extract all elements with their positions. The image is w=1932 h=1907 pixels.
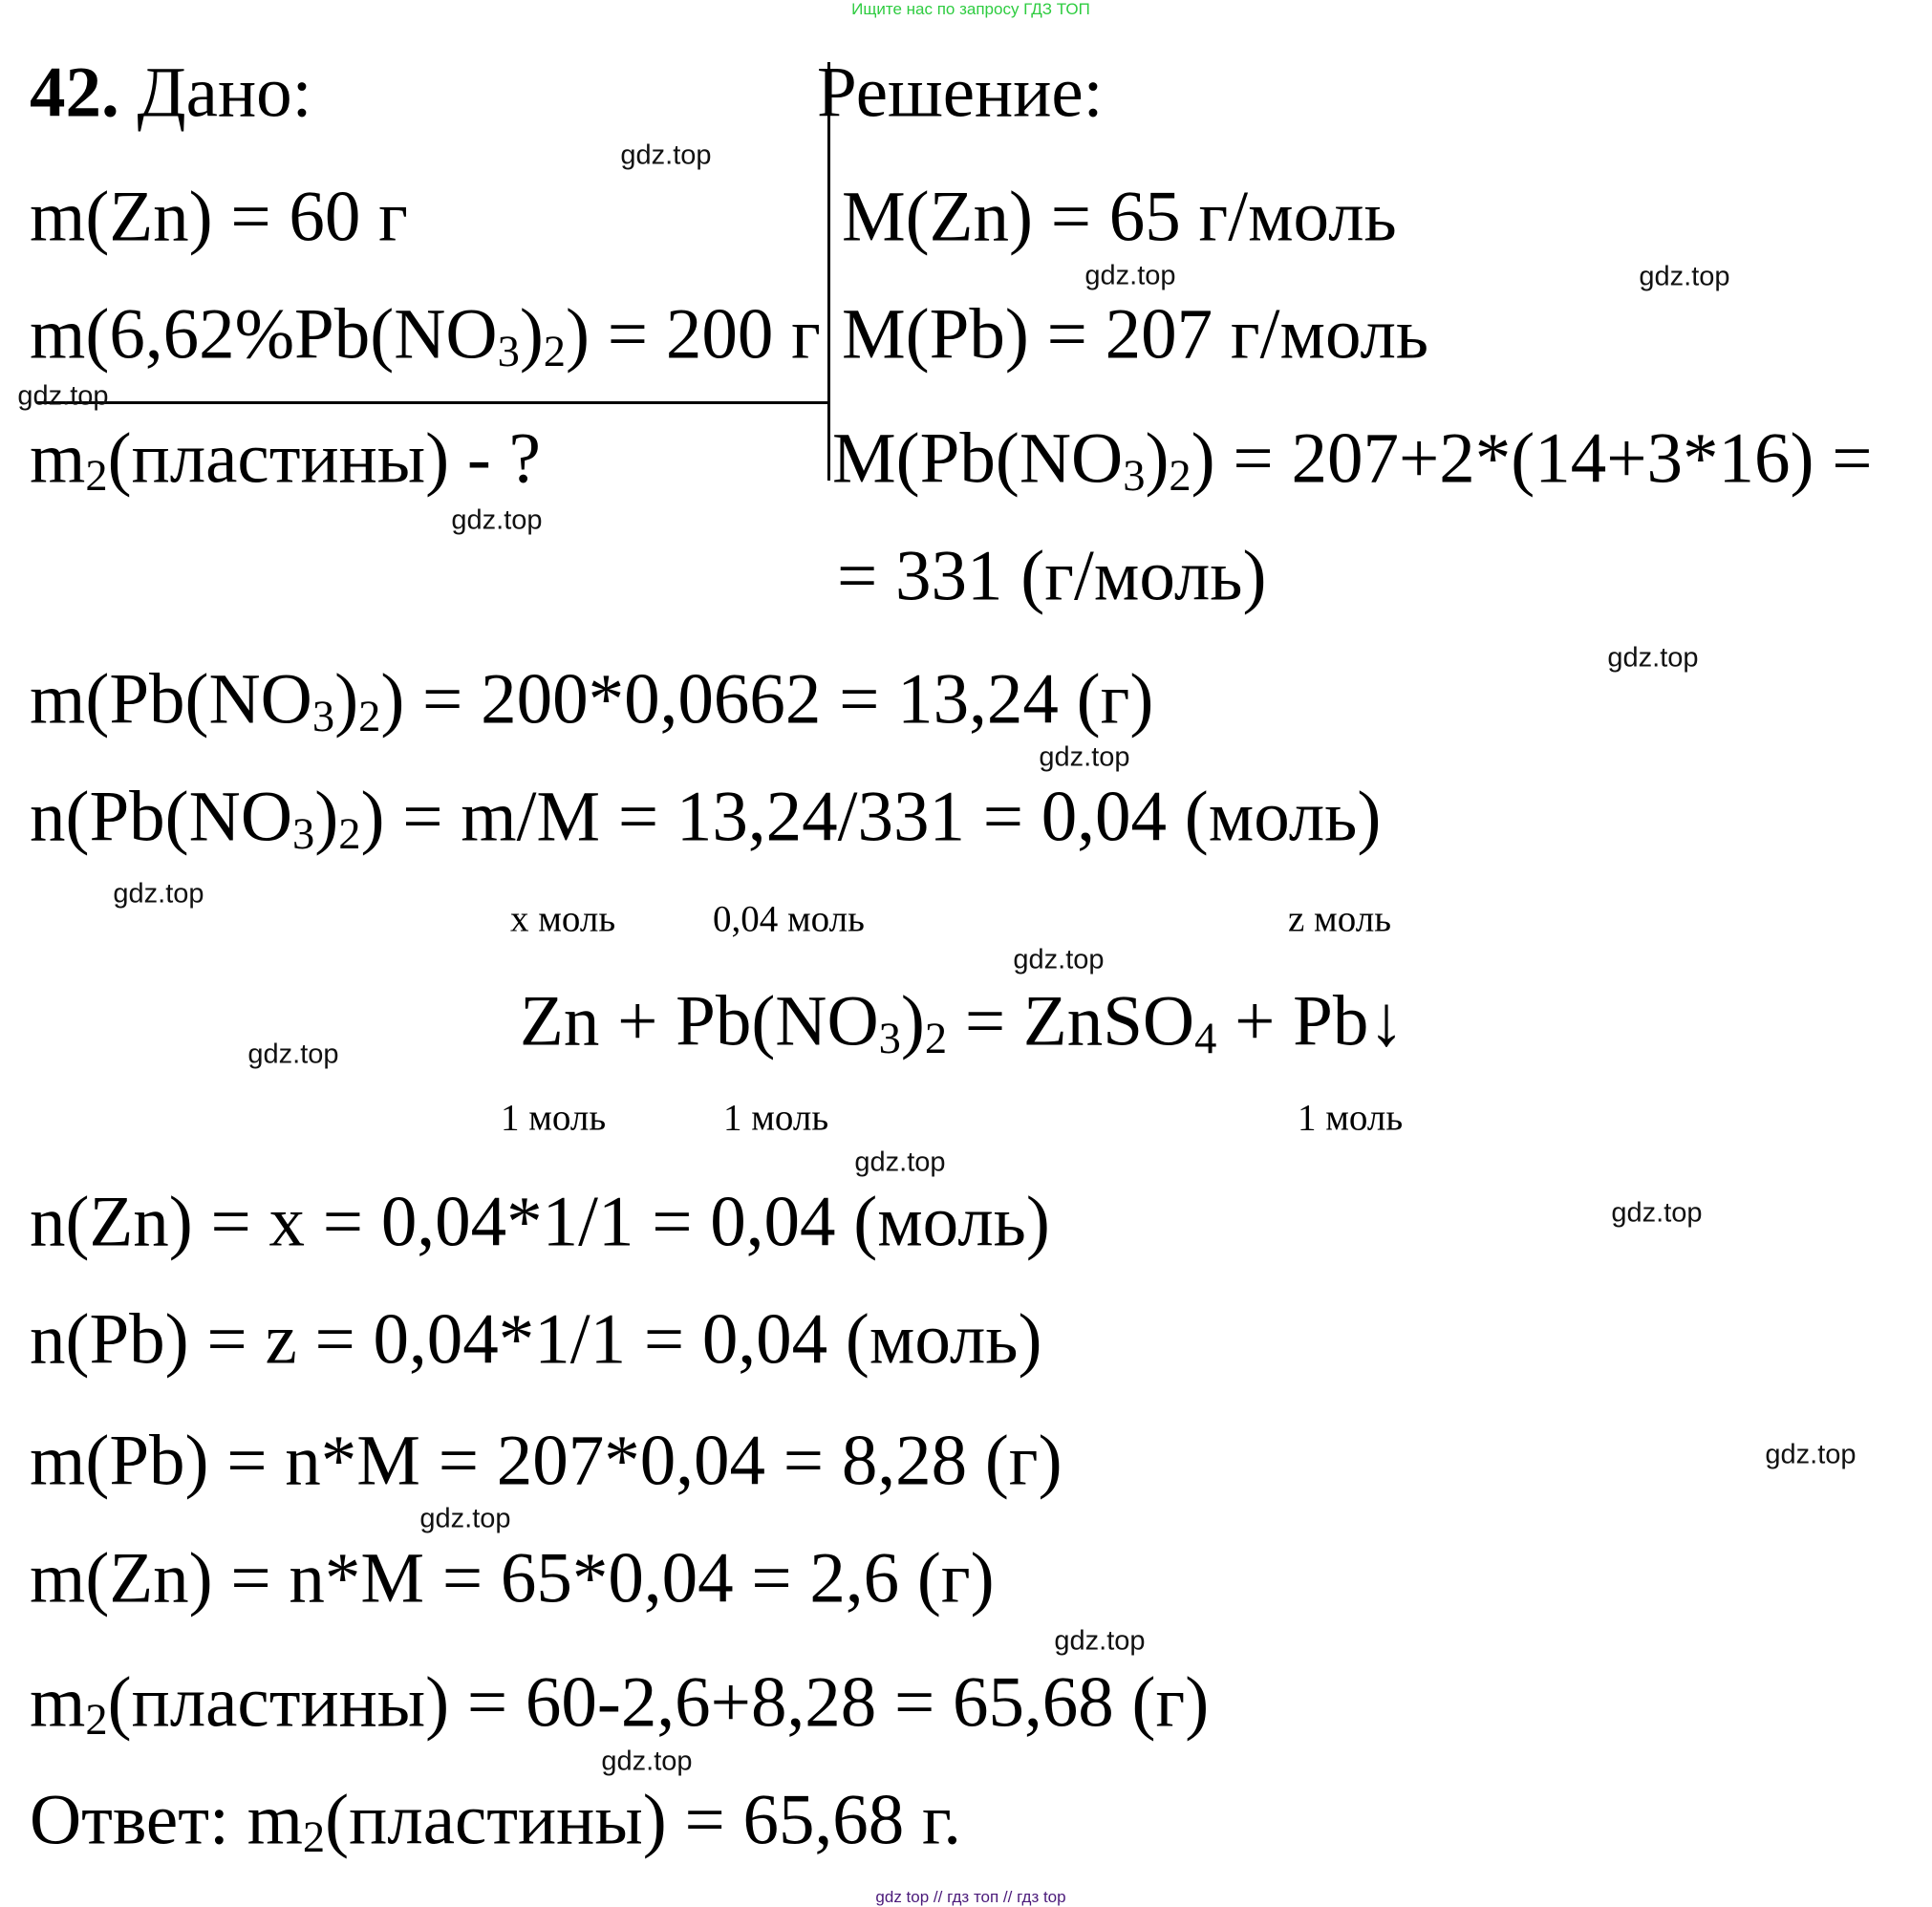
text-segment: n(Pb(NO [30, 777, 292, 857]
text-segment: ) [334, 659, 359, 739]
label-1-mol-zn: 1 моль [501, 1097, 607, 1139]
molar-mass-pb: M(Pb) = 207 г/моль [842, 299, 1428, 371]
answer: Ответ: m2(пластины) = 65,68 г. [30, 1785, 961, 1860]
mass-zn: m(Zn) = n*M = 65*0,04 = 2,6 (г) [30, 1543, 995, 1615]
text-segment: = ZnSO [947, 981, 1195, 1061]
subscript: 3 [1123, 451, 1146, 501]
subscript: 2 [302, 1812, 326, 1862]
subscript: 2 [543, 327, 567, 376]
moles-zn: n(Zn) = x = 0,04*1/1 = 0,04 (моль) [30, 1187, 1050, 1258]
text-segment: + Pb↓ [1216, 981, 1405, 1061]
text-segment: n(Zn) = x = 0,04*1/1 = 0,04 (моль) [30, 1182, 1050, 1262]
text-segment: ) = 200*0,0662 = 13,24 (г) [380, 659, 1154, 739]
subscript: 2 [924, 1014, 948, 1063]
subscript: 4 [1194, 1014, 1217, 1063]
footer-note: gdz top // гдз топ // гдз top [875, 1888, 1066, 1906]
plate-mass: m2(пластины) = 60-2,6+8,28 = 65,68 (г) [30, 1667, 1209, 1743]
label-1-mol-pbno3: 1 моль [723, 1097, 829, 1139]
label-x-mol: x моль [510, 898, 616, 940]
subscript: 3 [292, 809, 315, 859]
molar-mass-pbno3: M(Pb(NO3)2) = 207+2*(14+3*16) = [832, 423, 1873, 499]
find-plate-mass: m2(пластины) - ? [30, 423, 541, 499]
label-z-mol: z моль [1288, 898, 1391, 940]
subscript: 2 [85, 1695, 108, 1745]
text-segment: ) [1145, 418, 1170, 499]
given-solution-mass: m(6,62%Pb(NO3)2) = 200 г [30, 299, 821, 375]
text-segment: ) = 207+2*(14+3*16) = [1191, 418, 1873, 499]
subscript: 3 [497, 327, 520, 376]
watermark: gdz.top [1084, 260, 1176, 291]
text-segment: m(Pb(NO [30, 659, 312, 739]
text-segment: m [30, 418, 86, 499]
text-segment: Ответ: m [30, 1780, 303, 1860]
label-1-mol-pb: 1 моль [1298, 1097, 1404, 1139]
header-note: Ищите нас по запросу ГДЗ ТОП [851, 0, 1090, 18]
text-segment: (пластины) = 60-2,6+8,28 = 65,68 (г) [107, 1662, 1210, 1743]
given-title: Дано: [137, 53, 312, 133]
watermark: gdz.top [419, 1503, 511, 1534]
subscript: 2 [85, 451, 108, 501]
text-segment: m(Zn) = 60 г [30, 177, 408, 257]
text-segment: m [30, 1662, 86, 1743]
watermark: gdz.top [1013, 944, 1105, 975]
text-segment: M(Zn) = 65 г/моль [842, 177, 1397, 257]
text-segment: (пластины) = 65,68 г. [325, 1780, 962, 1860]
text-segment: M(Pb) = 207 г/моль [842, 294, 1429, 375]
label-0-04-mol: 0,04 моль [713, 898, 865, 940]
problem-number: 42. [30, 53, 119, 133]
text-segment: ) [519, 294, 544, 375]
text-segment: (пластины) - ? [107, 418, 541, 499]
given-divider-horizontal [37, 401, 829, 404]
given-mass-zn: m(Zn) = 60 г [30, 182, 408, 253]
watermark: gdz.top [854, 1146, 946, 1178]
text-segment: ) = 200 г [566, 294, 821, 375]
watermark: gdz.top [1054, 1625, 1146, 1657]
watermark: gdz.top [113, 878, 204, 910]
text-segment: Zn + Pb(NO [520, 981, 879, 1061]
moles-pbno3: n(Pb(NO3)2) = m/M = 13,24/331 = 0,04 (мо… [30, 782, 1381, 857]
watermark: gdz.top [247, 1039, 339, 1070]
subscript: 3 [878, 1014, 901, 1063]
text-segment: = 331 (г/моль) [837, 536, 1267, 616]
watermark: gdz.top [1639, 261, 1730, 292]
watermark: gdz.top [601, 1746, 693, 1777]
watermark: gdz.top [1039, 741, 1130, 773]
solution-title: Решение: [817, 53, 1104, 133]
watermark: gdz.top [1611, 1197, 1703, 1229]
molar-mass-zn: M(Zn) = 65 г/моль [842, 182, 1397, 253]
moles-pb: n(Pb) = z = 0,04*1/1 = 0,04 (моль) [30, 1304, 1042, 1376]
watermark: gdz.top [1765, 1439, 1857, 1470]
molar-mass-result: = 331 (г/моль) [837, 541, 1266, 612]
text-segment: ) [900, 981, 925, 1061]
watermark: gdz.top [1607, 642, 1699, 674]
given-divider-vertical [827, 62, 830, 481]
mass-pb: m(Pb) = n*M = 207*0,04 = 8,28 (г) [30, 1425, 1063, 1497]
watermark: gdz.top [17, 380, 109, 412]
given-heading: 42. Дано: [30, 57, 311, 129]
watermark: gdz.top [451, 504, 543, 536]
watermark: gdz.top [620, 139, 712, 171]
reaction-equation: Zn + Pb(NO3)2 = ZnSO4 + Pb↓ [520, 986, 1405, 1061]
text-segment: m(6,62%Pb(NO [30, 294, 498, 375]
subscript: 2 [1169, 451, 1191, 501]
text-segment: M(Pb(NO [832, 418, 1124, 499]
subscript: 3 [311, 692, 335, 741]
subscript: 2 [338, 809, 361, 859]
text-segment: m(Pb) = n*M = 207*0,04 = 8,28 (г) [30, 1421, 1063, 1501]
text-segment: n(Pb) = z = 0,04*1/1 = 0,04 (моль) [30, 1299, 1042, 1380]
text-segment: ) = m/M = 13,24/331 = 0,04 (моль) [360, 777, 1382, 857]
mass-pbno3: m(Pb(NO3)2) = 200*0,0662 = 13,24 (г) [30, 664, 1153, 739]
subscript: 2 [358, 692, 381, 741]
text-segment: m(Zn) = n*M = 65*0,04 = 2,6 (г) [30, 1538, 995, 1618]
text-segment: ) [314, 777, 339, 857]
